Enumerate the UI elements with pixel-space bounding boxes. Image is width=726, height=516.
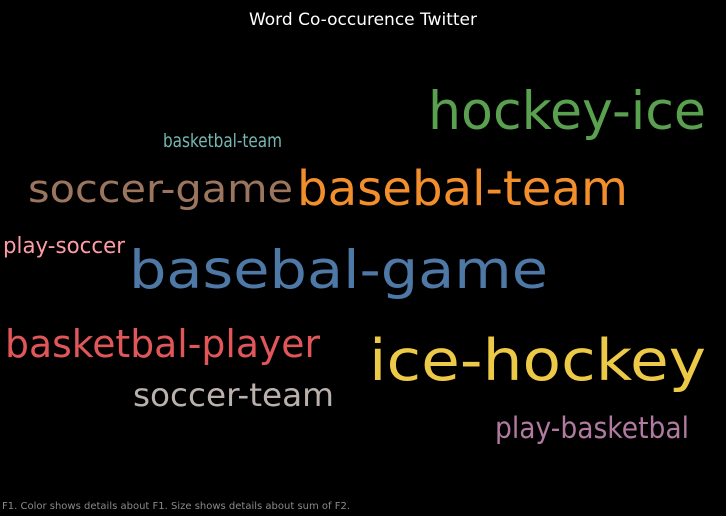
cloud-word-soccer-team[interactable]: soccer-team [133, 376, 335, 414]
cloud-word-hockey-ice[interactable]: hockey-ice [428, 81, 707, 142]
cloud-word-basketbal-team[interactable]: basketbal-team [163, 130, 283, 152]
cloud-word-basebal-team[interactable]: basebal-team [297, 161, 628, 217]
cloud-word-play-soccer[interactable]: play-soccer [3, 234, 126, 259]
cloud-word-soccer-game[interactable]: soccer-game [28, 167, 294, 211]
chart-footnote: F1. Color shows details about F1. Size s… [2, 501, 351, 512]
cloud-word-basketbal-player[interactable]: basketbal-player [5, 322, 320, 366]
cloud-word-play-basketbal[interactable]: play-basketbal [495, 411, 689, 445]
cloud-word-basebal-game[interactable]: basebal-game [129, 240, 549, 301]
chart-title: Word Co-occurence Twitter [248, 10, 478, 30]
cloud-word-ice-hockey[interactable]: ice-hockey [369, 328, 706, 394]
